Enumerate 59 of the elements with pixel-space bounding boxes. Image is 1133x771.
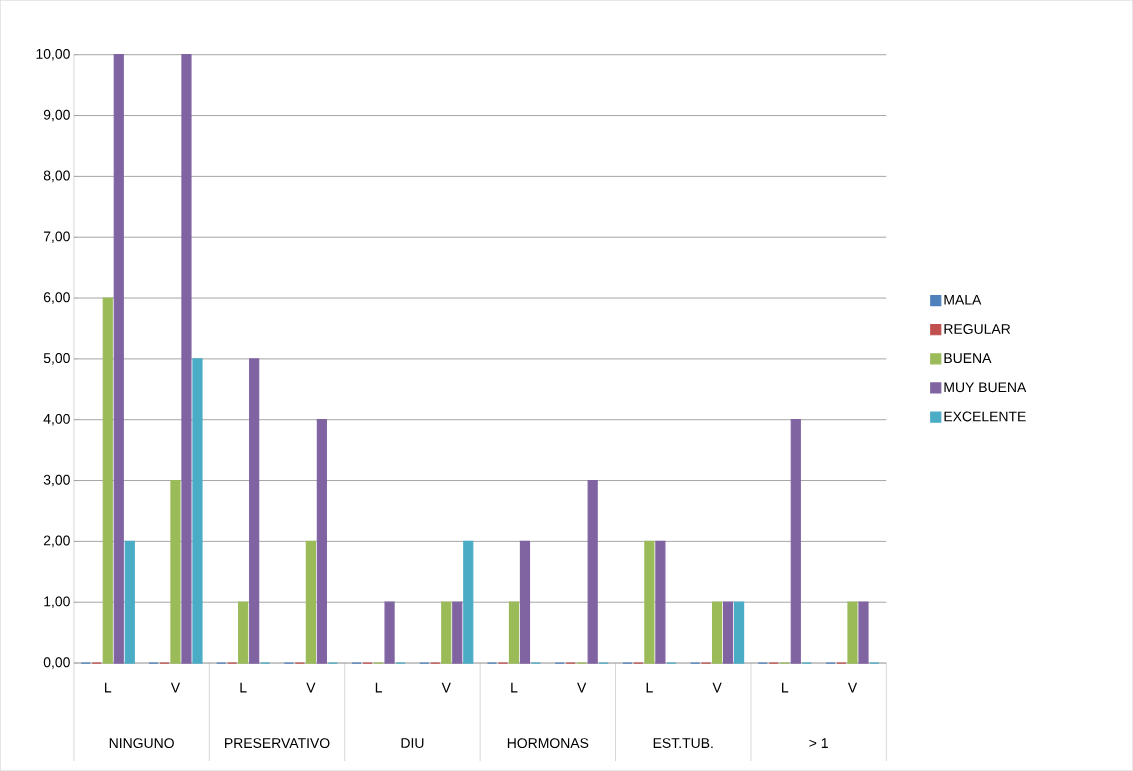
text: NINGUNO — [109, 738, 174, 749]
bar — [316, 419, 327, 664]
x-tick-label: L — [240, 682, 247, 693]
bar — [519, 540, 531, 664]
legend-label: BUENA — [944, 353, 992, 364]
text: PRESERVATIVO — [225, 738, 330, 749]
y-tick-label: 3,00 — [43, 474, 70, 487]
y-tick-label: 1,00 — [44, 596, 70, 609]
y-tick-label: 10,00 — [36, 49, 70, 61]
bar — [847, 601, 858, 664]
bar — [722, 601, 734, 664]
bar — [452, 601, 463, 664]
x-tick-label: V — [847, 682, 858, 693]
bar — [441, 601, 452, 664]
y-tick-label: 4,00 — [43, 414, 70, 426]
bar — [113, 54, 124, 664]
bar — [249, 358, 260, 664]
x-tick-label: L — [511, 682, 518, 693]
text: > 1 — [809, 738, 828, 748]
x-tick-label: V — [306, 682, 316, 693]
bar — [733, 601, 745, 664]
y-tick-label: 7,00 — [43, 231, 70, 244]
bar — [858, 601, 869, 664]
legend-label: MUY BUENA — [944, 382, 1027, 393]
text: HORMONAS — [507, 738, 589, 749]
x-tick-label: V — [441, 682, 451, 693]
legend-label: MALA — [944, 295, 982, 305]
legend-label: EXCELENTE — [944, 411, 1026, 422]
y-tick-label: 8,00 — [43, 170, 70, 183]
x-tick-label: V — [577, 682, 587, 693]
bar — [305, 540, 316, 664]
x-tick-label: L — [375, 682, 382, 693]
x-tick-label: V — [170, 682, 181, 693]
bar — [463, 540, 474, 664]
y-tick-label: 5,00 — [43, 353, 70, 365]
bar — [238, 601, 249, 664]
text: EST.TUB. — [653, 738, 713, 749]
bar — [508, 601, 520, 664]
y-tick-label: 6,00 — [43, 292, 70, 304]
bar — [587, 480, 598, 664]
bar — [192, 358, 203, 664]
bar — [181, 54, 192, 664]
y-tick-label: 0,00 — [43, 657, 70, 669]
bar — [711, 601, 723, 664]
bar — [790, 419, 801, 664]
legend-label: REGULAR — [944, 324, 1011, 335]
bar — [102, 297, 113, 664]
x-tick-label: V — [712, 682, 722, 693]
x-tick-label: L — [105, 682, 112, 693]
bar — [655, 540, 666, 664]
bar — [644, 540, 655, 664]
y-tick-label: 9,00 — [43, 109, 70, 122]
x-tick-label: L — [646, 682, 653, 693]
x-tick-label: L — [782, 682, 789, 693]
bar — [170, 480, 181, 664]
bar — [124, 540, 135, 664]
text: DIU — [401, 738, 424, 749]
y-tick-label: 2,00 — [43, 535, 70, 548]
bar — [384, 601, 395, 664]
